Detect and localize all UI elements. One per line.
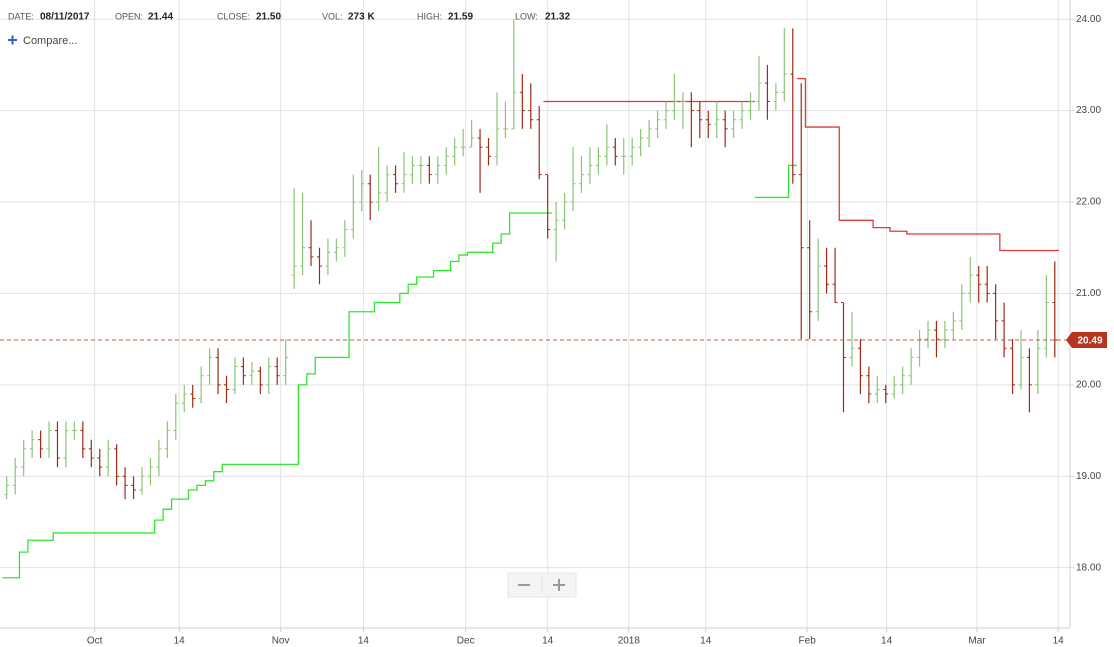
compare-button[interactable]: Compare... bbox=[8, 35, 77, 47]
y-tick-label: 21.00 bbox=[1076, 288, 1101, 299]
y-tick-label: 20.00 bbox=[1076, 379, 1101, 390]
info-label: VOL: bbox=[322, 11, 343, 21]
info-value: 21.59 bbox=[448, 12, 473, 23]
info-label: LOW: bbox=[515, 11, 538, 21]
x-tick-label: Dec bbox=[457, 636, 475, 647]
stop-line bbox=[2, 164, 798, 579]
x-tick-label: 14 bbox=[881, 636, 893, 647]
last-price-label: 20.49 bbox=[1077, 336, 1102, 347]
x-tick-label: 14 bbox=[700, 636, 712, 647]
info-value: 08/11/2017 bbox=[40, 12, 90, 23]
x-tick-label: Nov bbox=[272, 636, 290, 647]
y-tick-label: 23.00 bbox=[1076, 105, 1101, 116]
zoom-in[interactable] bbox=[553, 579, 565, 591]
x-tick-label: Feb bbox=[799, 636, 817, 647]
y-tick-label: 24.00 bbox=[1076, 14, 1101, 25]
x-tick-label: 14 bbox=[358, 636, 370, 647]
info-label: CLOSE: bbox=[217, 11, 250, 21]
info-value: 21.32 bbox=[545, 12, 570, 23]
plus-icon bbox=[8, 35, 17, 45]
last-price-box bbox=[1066, 332, 1107, 349]
y-tick-label: 22.00 bbox=[1076, 197, 1101, 208]
x-tick-label: 2018 bbox=[618, 636, 641, 647]
x-tick-label: 14 bbox=[174, 636, 186, 647]
info-value: 21.44 bbox=[148, 12, 173, 23]
info-label: OPEN: bbox=[115, 11, 143, 21]
y-tick-label: 18.00 bbox=[1076, 562, 1101, 573]
info-value: 273 K bbox=[348, 12, 375, 23]
info-label: HIGH: bbox=[417, 11, 442, 21]
y-tick-label: 19.00 bbox=[1076, 471, 1101, 482]
compare-label: Compare... bbox=[23, 35, 77, 47]
x-tick-label: Mar bbox=[968, 636, 986, 647]
stop-line bbox=[543, 77, 1060, 252]
zoom-control bbox=[507, 572, 577, 598]
info-value: 21.50 bbox=[256, 12, 281, 23]
x-tick-label: 14 bbox=[542, 636, 554, 647]
x-tick-label: Oct bbox=[87, 636, 103, 647]
x-tick-label: 14 bbox=[1053, 636, 1065, 647]
info-label: DATE: bbox=[8, 11, 34, 21]
